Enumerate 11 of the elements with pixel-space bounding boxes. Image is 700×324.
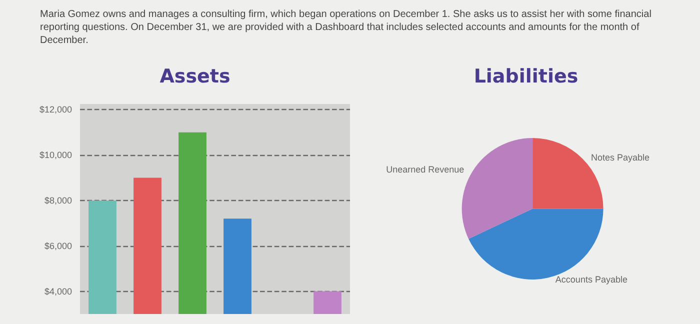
y-tick-label: $4,000 [44, 286, 72, 296]
y-tick-label: $6,000 [44, 240, 72, 251]
slice-label: Notes Payable [590, 152, 650, 162]
y-tick-label: $10,000 [39, 150, 72, 160]
slice-label: Unearned Revenue [386, 164, 464, 175]
chart-title: Assets [160, 66, 230, 88]
text: Maria Gomez owns and manages a consulting firm, which began operations on December 1. She asks us to assist her with some financial reporting questions. On December 31, we are provided with a Dashboard that includes selected accounts and amounts for the month of December. [40, 8, 652, 47]
slice-label: Accounts Payable [555, 274, 628, 285]
y-tick-label: $8,000 [44, 195, 72, 206]
chart-title: Liabilities [474, 66, 578, 88]
y-tick-label: $12,000 [39, 104, 72, 115]
